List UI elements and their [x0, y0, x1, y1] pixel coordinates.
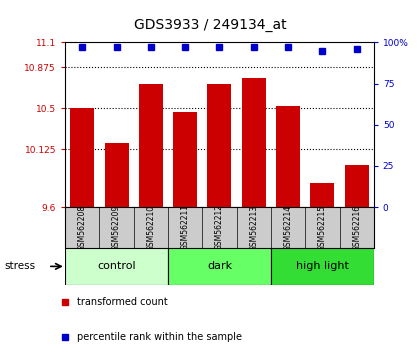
Text: GSM562211: GSM562211: [181, 205, 190, 250]
Bar: [242, 78, 266, 207]
Bar: [310, 183, 334, 207]
Bar: [207, 84, 231, 207]
Bar: [173, 112, 197, 207]
FancyBboxPatch shape: [271, 248, 374, 285]
Text: percentile rank within the sample: percentile rank within the sample: [77, 332, 242, 342]
Bar: [139, 84, 163, 207]
Text: GSM562216: GSM562216: [352, 204, 361, 251]
FancyBboxPatch shape: [168, 248, 271, 285]
Text: GSM562208: GSM562208: [78, 204, 87, 251]
Text: stress: stress: [4, 261, 35, 272]
Bar: [70, 108, 94, 207]
Text: high light: high light: [296, 261, 349, 272]
Text: control: control: [97, 261, 136, 272]
FancyBboxPatch shape: [65, 248, 168, 285]
Bar: [105, 143, 129, 207]
Text: GSM562214: GSM562214: [284, 204, 293, 251]
Text: GDS3933 / 249134_at: GDS3933 / 249134_at: [134, 18, 286, 32]
Bar: [345, 165, 369, 207]
Text: transformed count: transformed count: [77, 297, 168, 307]
Text: GSM562213: GSM562213: [249, 204, 258, 251]
Text: GSM562210: GSM562210: [146, 204, 155, 251]
Text: GSM562212: GSM562212: [215, 205, 224, 250]
Text: dark: dark: [207, 261, 232, 272]
Bar: [276, 106, 300, 207]
Text: GSM562215: GSM562215: [318, 204, 327, 251]
Text: GSM562209: GSM562209: [112, 204, 121, 251]
